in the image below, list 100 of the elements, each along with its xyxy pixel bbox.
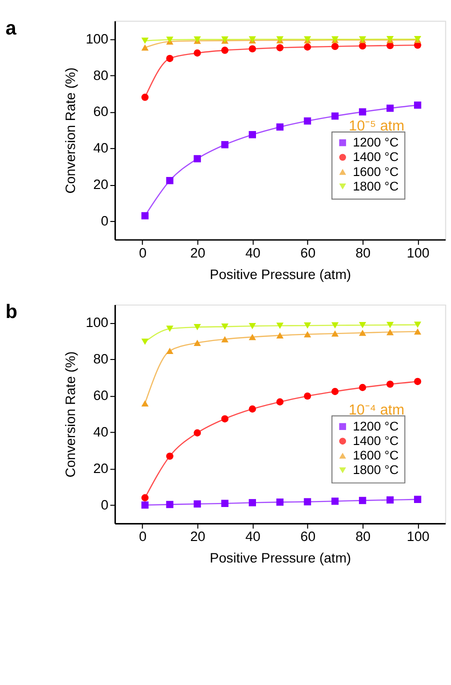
- legend-label: 1400 °C: [352, 150, 399, 164]
- point: [166, 500, 174, 508]
- point: [304, 498, 312, 506]
- point: [358, 496, 366, 504]
- point: [414, 322, 422, 328]
- point: [141, 44, 149, 51]
- legend-label: 1400 °C: [352, 434, 399, 448]
- y-tick-label: 80: [93, 68, 109, 83]
- point: [331, 112, 339, 120]
- point: [141, 501, 149, 509]
- x-tick-label: 80: [355, 245, 372, 260]
- x-tick-label: 100: [406, 245, 430, 260]
- y-tick-label: 20: [93, 177, 109, 192]
- annotation: 10⁻⁵ atm: [348, 118, 404, 135]
- point: [194, 155, 201, 162]
- point: [221, 46, 228, 54]
- x-axis-title: Positive Pressure (atm): [210, 550, 352, 566]
- point: [194, 340, 201, 346]
- legend-label: 1200 °C: [352, 419, 399, 434]
- point: [166, 348, 174, 354]
- point: [141, 494, 149, 502]
- point: [331, 322, 339, 328]
- point: [358, 384, 366, 392]
- y-tick-label: 80: [93, 352, 109, 367]
- point: [248, 131, 256, 138]
- point: [304, 117, 312, 125]
- point: [386, 380, 394, 388]
- point: [414, 378, 422, 386]
- legend-label: 1600 °C: [352, 164, 399, 179]
- legend-label: 1800 °C: [352, 179, 399, 194]
- x-tick-label: 0: [138, 529, 147, 544]
- y-tick-label: 0: [100, 214, 109, 229]
- point: [248, 405, 256, 413]
- point: [166, 452, 174, 460]
- point: [221, 323, 228, 330]
- point: [276, 322, 284, 329]
- point: [358, 330, 366, 336]
- point: [248, 45, 256, 52]
- point: [194, 500, 201, 508]
- point: [276, 332, 284, 338]
- legend-label: 1800 °C: [352, 463, 399, 478]
- point: [141, 212, 149, 220]
- x-axis-title: Positive Pressure (atm): [210, 266, 352, 282]
- point: [358, 108, 366, 116]
- point: [414, 102, 422, 109]
- point: [414, 328, 422, 335]
- point: [166, 176, 174, 184]
- point: [331, 498, 339, 505]
- legend-label: 1600 °C: [352, 448, 399, 463]
- x-tick-label: 20: [190, 529, 206, 544]
- point: [276, 123, 284, 131]
- y-axis-title: Conversion Rate (%): [62, 67, 78, 194]
- y-tick-label: 60: [93, 388, 109, 404]
- point: [141, 94, 149, 101]
- point: [276, 498, 284, 506]
- point: [221, 336, 228, 342]
- point: [358, 42, 366, 50]
- point: [166, 326, 174, 332]
- y-tick-label: 20: [93, 460, 109, 476]
- point: [304, 392, 312, 400]
- y-axis-title: Conversion Rate (%): [62, 351, 78, 478]
- annotation: 10⁻⁴ atm: [348, 402, 404, 418]
- point: [141, 38, 149, 44]
- x-tick-label: 60: [300, 245, 316, 260]
- point: [386, 328, 394, 336]
- x-tick-label: 40: [245, 529, 261, 544]
- point: [194, 324, 201, 330]
- point: [386, 322, 394, 328]
- point: [248, 322, 256, 330]
- point: [221, 500, 228, 507]
- point: [276, 44, 284, 52]
- x-tick-label: 20: [190, 245, 206, 260]
- legend-label: 1200 °C: [352, 136, 399, 150]
- point: [194, 429, 201, 436]
- point: [248, 334, 256, 340]
- chart-title: a: [5, 17, 16, 40]
- point: [248, 499, 256, 506]
- y-tick-label: 40: [93, 424, 109, 440]
- y-tick-label: 60: [93, 104, 109, 120]
- point: [414, 496, 422, 503]
- x-tick-label: 60: [300, 529, 316, 544]
- y-tick-label: 0: [100, 497, 109, 512]
- x-tick-label: 80: [355, 529, 372, 544]
- point: [141, 338, 149, 345]
- x-tick-label: 40: [245, 245, 261, 260]
- point: [331, 330, 339, 337]
- point: [331, 42, 339, 50]
- point: [221, 141, 228, 148]
- point: [221, 415, 228, 422]
- point: [386, 496, 394, 504]
- point: [194, 49, 201, 57]
- point: [141, 400, 149, 406]
- point: [304, 331, 312, 338]
- chart-title: b: [5, 301, 18, 324]
- point: [358, 322, 366, 328]
- point: [304, 43, 312, 51]
- point: [331, 388, 339, 396]
- y-tick-label: 100: [86, 315, 109, 330]
- x-tick-label: 0: [138, 245, 147, 260]
- y-tick-label: 40: [93, 140, 109, 156]
